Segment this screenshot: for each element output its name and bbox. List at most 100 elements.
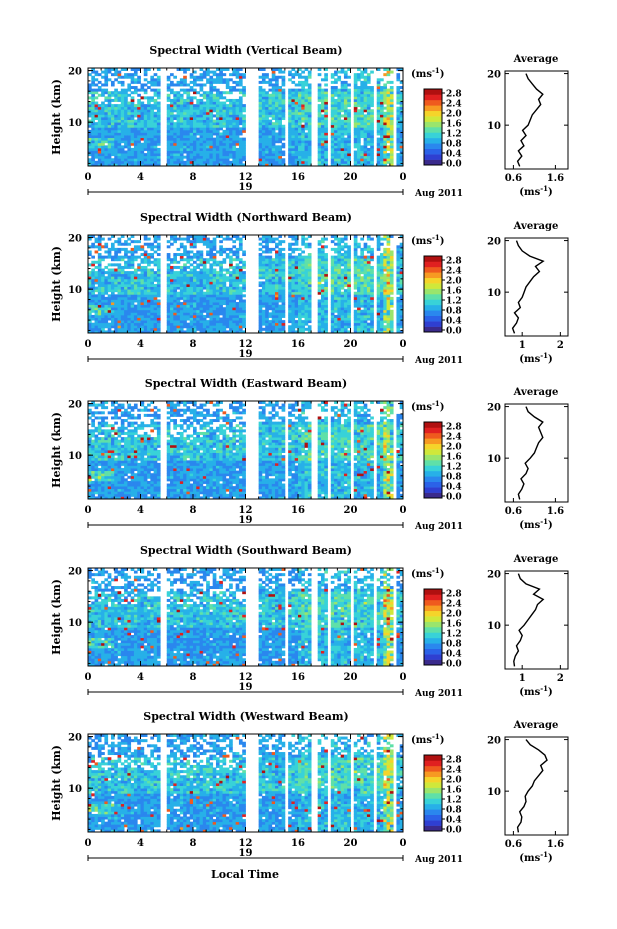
heatmap-cell [189,80,194,84]
heatmap-cell [215,276,220,280]
heatmap-cell [215,119,220,123]
heatmap-cell [114,320,118,324]
heatmap-cell [186,114,191,118]
heatmap-cell [186,304,191,308]
heatmap-cell [117,258,122,262]
heatmap-cell [137,268,141,272]
heatmap-cell [186,93,191,97]
heatmap-cell [202,296,207,300]
heatmap-cell [353,132,358,136]
heatmap-cell [301,158,305,162]
heatmap-cell [183,320,187,324]
heatmap-cell [97,140,102,144]
heatmap-cell [357,127,361,131]
heatmap-cell [186,158,191,162]
heatmap-cell [101,237,105,241]
heatmap-cell [114,153,118,157]
heatmap-cell [215,114,220,118]
heatmap-cell [186,135,191,139]
heatmap-cell [275,245,279,249]
average-x-tick-label: 1.6 [547,173,564,184]
heatmap-cell [232,132,237,136]
heatmap-cell [281,240,286,244]
heatmap-cell [229,265,233,269]
heatmap-cell [124,142,128,146]
heatmap-cell [127,255,132,259]
heatmap-cell [238,109,243,113]
heatmap-cell [127,322,132,326]
heatmap-cell [357,86,361,90]
heatmap-cell [268,258,273,262]
heatmap-cell [291,145,296,149]
heatmap-cell [215,132,220,136]
heatmap-cell [225,80,230,84]
heatmap-cell [337,317,342,321]
heatmap-cell [110,320,115,324]
heatmap-cell [120,80,125,84]
heatmap-cell [170,124,174,128]
heatmap-cell [202,265,207,269]
heatmap-cell [143,111,148,115]
heatmap-cell [343,132,348,136]
heatmap-cell [301,309,305,313]
heatmap-cell [143,265,148,269]
heatmap-cell [399,140,404,144]
heatmap-cell [330,153,335,157]
heatmap-cell [209,273,214,277]
heatmap-cell [212,260,217,264]
heatmap-cell [288,158,292,162]
heatmap-cell [294,255,299,259]
heatmap-cell [337,273,342,277]
heatmap-cell [261,137,266,141]
heatmap-cell [288,137,292,141]
heatmap-cell [104,117,109,120]
heatmap-cell [127,117,132,120]
heatmap-cell [307,140,312,144]
heatmap-cell [170,122,174,126]
heatmap-cell [173,314,177,318]
heatmap-cell [380,93,384,97]
heatmap-cell [166,75,171,79]
heatmap-cell [281,276,286,280]
heatmap-cell [212,307,217,311]
heatmap-cell [288,307,292,311]
heatmap-cell [307,160,312,164]
heatmap-cell [166,155,171,159]
heatmap-cell [275,109,279,113]
heatmap-cell [137,93,141,97]
heatmap-cell [294,281,299,285]
heatmap-cell [212,320,217,324]
heatmap-cell [235,75,240,79]
heatmap-cell [104,304,109,308]
heatmap-cell [317,263,322,267]
heatmap-cell [337,122,342,126]
heatmap-cell [150,299,155,303]
heatmap-cell [110,276,115,280]
heatmap-cell [376,129,381,133]
heatmap-cell [238,142,243,146]
heatmap-cell [179,124,184,128]
heatmap-cell [215,322,220,326]
heatmap-cell [215,80,220,84]
heatmap-cell [94,317,99,321]
heatmap-cell [215,296,220,300]
heatmap-cell [242,294,246,298]
heatmap-cell [189,96,194,100]
heatmap-cell [334,104,338,108]
heatmap-cell [117,80,122,84]
heatmap-cell [186,286,191,290]
heatmap-cell [104,299,109,303]
heatmap-cell [334,93,338,97]
heatmap-cell [153,127,158,131]
heatmap-cell [307,153,312,157]
heatmap-cell [170,320,174,324]
heatmap-cell [324,150,328,154]
heatmap-cell [261,263,266,267]
heatmap-cell [183,147,187,151]
heatmap-cell [94,155,99,159]
heatmap-cell [147,271,151,275]
heatmap-cell [317,265,322,269]
heatmap-cell [242,158,246,162]
heatmap-cell [261,106,266,110]
heatmap-cell [366,163,371,167]
